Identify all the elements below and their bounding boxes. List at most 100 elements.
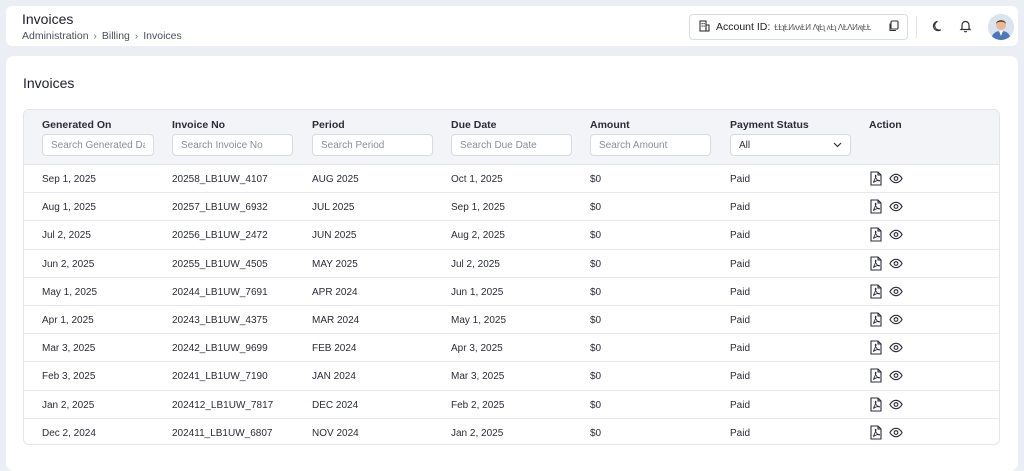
cell-payment-status: Paid: [730, 343, 751, 355]
table-row: Sep 1, 2025 20258_LB1UW_4107 AUG 2025 Oc…: [24, 165, 999, 194]
cell-due-date: Sep 1, 2025: [451, 202, 505, 214]
generated-on-filter[interactable]: [42, 134, 154, 156]
page-title: Invoices: [22, 11, 74, 27]
cell-invoice-no: 20257_LB1UW_6932: [172, 202, 268, 214]
pdf-file-icon[interactable]: [869, 199, 883, 214]
cell-invoice-no: 20255_LB1UW_4505: [172, 258, 268, 270]
moon-icon[interactable]: [930, 18, 946, 34]
pdf-file-icon[interactable]: [869, 425, 883, 440]
cell-amount: $0: [590, 427, 602, 439]
breadcrumb: Administration › Billing › Invoices: [22, 30, 182, 42]
eye-icon[interactable]: [889, 340, 903, 355]
invoice-no-filter[interactable]: [172, 134, 293, 156]
cell-generated-on: Apr 1, 2025: [42, 314, 94, 326]
pdf-file-icon[interactable]: [869, 396, 883, 412]
pdf-file-icon[interactable]: [869, 284, 883, 299]
cell-generated-on: May 1, 2025: [42, 286, 98, 298]
eye-icon[interactable]: [889, 397, 903, 412]
eye-icon[interactable]: [889, 284, 903, 299]
cell-amount: $0: [590, 343, 602, 355]
cell-period: JAN 2024: [312, 371, 356, 383]
cell-generated-on: Dec 2, 2024: [42, 427, 96, 439]
pdf-file-icon[interactable]: [869, 340, 883, 355]
cell-payment-status: Paid: [730, 258, 751, 270]
pdf-file-icon[interactable]: [869, 227, 883, 242]
table-row: Dec 2, 2024 202411_LB1UW_6807 NOV 2024 J…: [24, 419, 999, 444]
chevron-right-icon: ›: [93, 30, 97, 42]
cell-due-date: Jun 1, 2025: [451, 286, 504, 298]
cell-due-date: Apr 3, 2025: [451, 343, 503, 355]
cell-due-date: Mar 3, 2025: [451, 371, 505, 383]
header-divider: [916, 16, 917, 38]
column-period: Period: [312, 119, 345, 131]
column-invoice-no: Invoice No: [172, 119, 226, 131]
cell-amount: $0: [590, 174, 602, 185]
eye-icon[interactable]: [889, 199, 903, 214]
account-id-box: Account ID: ȽȽʅȽИʌʌȽИ ɅʅȽʅ ʌȽʅ ɅȽɅИʌʅȽȽ: [689, 14, 908, 40]
row-actions: [869, 340, 903, 355]
period-filter[interactable]: [312, 134, 433, 156]
payment-status-selected: All: [739, 139, 751, 151]
cell-invoice-no: 202411_LB1UW_6807: [172, 427, 273, 439]
row-actions: [869, 368, 903, 383]
row-actions: [869, 425, 903, 440]
pdf-file-icon[interactable]: [869, 312, 883, 327]
cell-due-date: Oct 1, 2025: [451, 174, 503, 185]
card-title: Invoices: [23, 75, 75, 91]
pdf-file-icon[interactable]: [869, 171, 883, 186]
cell-payment-status: Paid: [730, 230, 751, 242]
row-actions: [869, 396, 903, 412]
table-row: Aug 1, 2025 20257_LB1UW_6932 JUL 2025 Se…: [24, 193, 999, 222]
cell-invoice-no: 20244_LB1UW_7691: [172, 286, 268, 298]
cell-payment-status: Paid: [730, 202, 751, 214]
table-header: Generated On Invoice No Period Due Date …: [24, 110, 999, 165]
row-actions: [869, 312, 903, 327]
cell-period: DEC 2024: [312, 399, 359, 411]
row-actions: [869, 199, 903, 214]
cell-period: JUN 2025: [312, 230, 357, 242]
breadcrumb-administration[interactable]: Administration: [22, 30, 89, 42]
eye-icon[interactable]: [889, 171, 903, 186]
cell-payment-status: Paid: [730, 399, 751, 411]
cell-payment-status: Paid: [730, 286, 751, 298]
column-generated-on: Generated On: [42, 119, 112, 131]
table-row: Jul 2, 2025 20256_LB1UW_2472 JUN 2025 Au…: [24, 221, 999, 250]
eye-icon[interactable]: [889, 425, 903, 440]
breadcrumb-billing[interactable]: Billing: [101, 30, 130, 42]
column-payment-status: Payment Status: [730, 119, 809, 131]
copy-icon[interactable]: [888, 19, 899, 35]
column-amount: Amount: [590, 119, 630, 131]
row-actions: [869, 284, 903, 299]
table-row: Jan 2, 2025 202412_LB1UW_7817 DEC 2024 F…: [24, 391, 999, 419]
cell-period: MAY 2025: [312, 258, 358, 270]
eye-icon[interactable]: [889, 227, 903, 242]
table-row: Apr 1, 2025 20243_LB1UW_4375 MAR 2024 Ma…: [24, 306, 999, 335]
cell-due-date: Feb 2, 2025: [451, 399, 505, 411]
cell-due-date: Jan 2, 2025: [451, 427, 504, 439]
cell-invoice-no: 20258_LB1UW_4107: [172, 174, 268, 185]
cell-generated-on: Mar 3, 2025: [42, 343, 96, 355]
cell-invoice-no: 202412_LB1UW_7817: [172, 399, 274, 411]
cell-period: APR 2024: [312, 286, 358, 298]
payment-status-select[interactable]: All: [730, 134, 851, 156]
breadcrumb-invoices: Invoices: [143, 30, 182, 42]
cell-payment-status: Paid: [730, 314, 751, 326]
cell-period: MAR 2024: [312, 314, 360, 326]
cell-amount: $0: [590, 286, 602, 298]
cell-amount: $0: [590, 371, 602, 383]
avatar[interactable]: [988, 14, 1014, 40]
row-actions: [869, 256, 903, 271]
pdf-file-icon[interactable]: [869, 368, 883, 383]
cell-amount: $0: [590, 230, 602, 242]
eye-icon[interactable]: [889, 368, 903, 383]
eye-icon[interactable]: [889, 312, 903, 327]
amount-filter[interactable]: [590, 134, 711, 156]
bell-icon[interactable]: [957, 18, 973, 34]
cell-invoice-no: 20243_LB1UW_4375: [172, 314, 268, 326]
pdf-file-icon[interactable]: [869, 256, 883, 271]
column-due-date: Due Date: [451, 119, 497, 131]
due-date-filter[interactable]: [451, 134, 572, 156]
cell-payment-status: Paid: [730, 427, 751, 439]
cell-invoice-no: 20241_LB1UW_7190: [172, 371, 268, 383]
eye-icon[interactable]: [889, 256, 903, 271]
